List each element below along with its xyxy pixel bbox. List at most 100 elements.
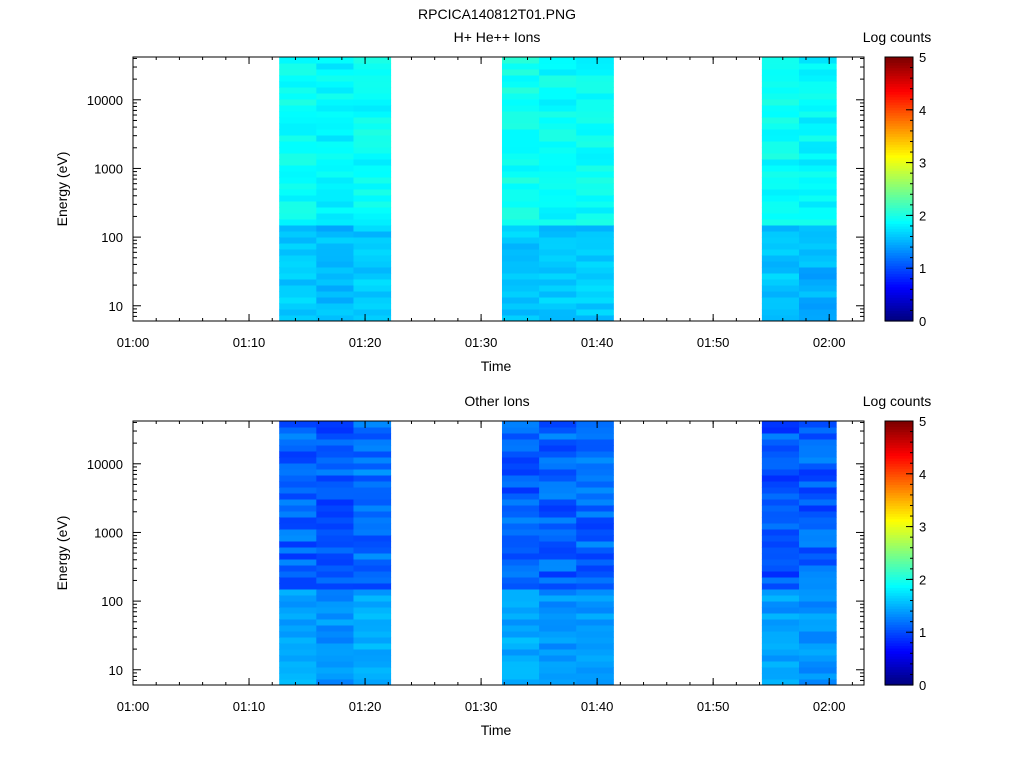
heatmap-cell xyxy=(501,445,540,452)
heatmap-cell xyxy=(576,153,614,160)
heatmap-cell xyxy=(799,667,837,674)
colorbar-tick-label: 1 xyxy=(919,261,926,276)
heatmap-cell xyxy=(501,541,540,548)
heatmap-cell xyxy=(576,529,614,536)
heatmap-cell xyxy=(761,231,800,238)
heatmap-cell xyxy=(799,213,837,220)
heatmap-cell xyxy=(316,207,354,214)
heatmap-cell xyxy=(761,261,800,268)
heatmap-cell xyxy=(279,553,317,560)
heatmap-cell xyxy=(316,243,354,250)
colorbar-segment xyxy=(885,80,913,84)
colorbar-segment xyxy=(885,508,913,512)
heatmap-cell xyxy=(799,661,837,668)
heatmap-cell xyxy=(279,243,317,250)
colorbar-segment xyxy=(885,297,913,301)
heatmap-cell xyxy=(353,141,392,148)
colorbar-segment xyxy=(885,154,913,158)
heatmap-cell xyxy=(799,147,837,154)
heatmap-cell xyxy=(501,487,540,494)
colorbar-segment xyxy=(885,574,913,578)
colorbar-segment xyxy=(885,653,913,657)
heatmap-cell xyxy=(353,225,392,232)
heatmap-cell xyxy=(799,195,837,202)
heatmap-cell xyxy=(539,267,577,274)
colorbar-segment xyxy=(885,120,913,124)
x-tick-label: 01:40 xyxy=(581,335,614,350)
colorbar-segment xyxy=(885,555,913,559)
heatmap-cell xyxy=(353,427,392,434)
colorbar-segment xyxy=(885,645,913,649)
heatmap-cell xyxy=(501,249,540,256)
heatmap-cell xyxy=(799,541,837,548)
heatmap-cell xyxy=(353,463,392,470)
colorbar-segment xyxy=(885,249,913,253)
colorbar-segment xyxy=(885,75,913,79)
heatmap-cell xyxy=(316,189,354,196)
heatmap-cell xyxy=(316,469,354,476)
heatmap-cell xyxy=(539,63,577,70)
heatmap-cell xyxy=(576,87,614,94)
heatmap-cell xyxy=(279,123,317,130)
colorbar-segment xyxy=(885,439,913,443)
colorbar-segment xyxy=(885,619,913,623)
heatmap-cell xyxy=(539,445,577,452)
heatmap-cell xyxy=(316,129,354,136)
heatmap-cell xyxy=(576,303,614,310)
heatmap-cell xyxy=(316,63,354,70)
heatmap-cell xyxy=(279,667,317,674)
heatmap-cell xyxy=(353,469,392,476)
colorbar-tick-label: 5 xyxy=(919,414,926,429)
x-tick-label: 01:10 xyxy=(233,335,266,350)
heatmap-cell xyxy=(799,189,837,196)
heatmap-cell xyxy=(353,553,392,560)
x-tick-label: 01:30 xyxy=(465,335,498,350)
heatmap-cell xyxy=(279,655,317,662)
heatmap-cell xyxy=(576,433,614,440)
heatmap-cell xyxy=(576,213,614,220)
heatmap-cell xyxy=(316,135,354,142)
heatmap-cell xyxy=(539,69,577,76)
heatmap-cell xyxy=(761,421,800,428)
heatmap-cell xyxy=(501,631,540,638)
heatmap-cell xyxy=(576,273,614,280)
heatmap-cell xyxy=(799,433,837,440)
colorbar-segment xyxy=(885,83,913,87)
colorbar-segment xyxy=(885,88,913,92)
colorbar-segment xyxy=(885,136,913,140)
heatmap-cell xyxy=(316,649,354,656)
colorbar-segment xyxy=(885,273,913,277)
heatmap-cell xyxy=(539,457,577,464)
heatmap-cell xyxy=(539,297,577,304)
heatmap-cell xyxy=(316,267,354,274)
heatmap-cell xyxy=(761,469,800,476)
heatmap-cell xyxy=(353,273,392,280)
heatmap-cell xyxy=(799,261,837,268)
heatmap-cell xyxy=(316,57,354,64)
heatmap-cell xyxy=(316,487,354,494)
heatmap-cell xyxy=(761,577,800,584)
heatmap-cell xyxy=(799,583,837,590)
heatmap-cell xyxy=(501,273,540,280)
heatmap-cell xyxy=(501,111,540,118)
heatmap-cell xyxy=(279,445,317,452)
heatmap-cell xyxy=(761,267,800,274)
heatmap-cell xyxy=(353,231,392,238)
heatmap-cell xyxy=(353,123,392,130)
heatmap-cell xyxy=(501,219,540,226)
colorbar-segment xyxy=(885,276,913,280)
colorbar-segment xyxy=(885,550,913,554)
heatmap-cell xyxy=(799,273,837,280)
colorbar-label: Log counts xyxy=(863,29,932,45)
colorbar-segment xyxy=(885,104,913,108)
heatmap-cell xyxy=(799,679,837,686)
heatmap-cell xyxy=(539,475,577,482)
heatmap-cell xyxy=(576,243,614,250)
colorbar-segment xyxy=(885,215,913,219)
heatmap-cell xyxy=(539,159,577,166)
heatmap-cell xyxy=(576,123,614,130)
colorbar-segment xyxy=(885,299,913,304)
heatmap-cell xyxy=(501,667,540,674)
colorbar-segment xyxy=(885,170,913,174)
heatmap-cell xyxy=(501,81,540,88)
